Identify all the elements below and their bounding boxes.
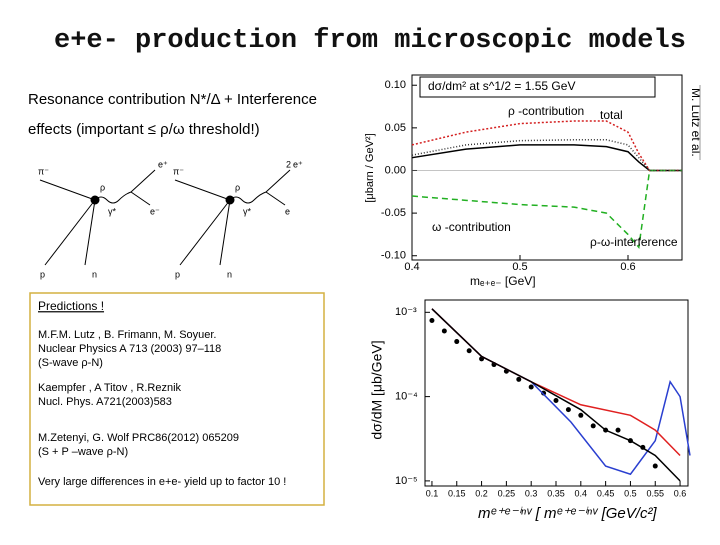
curve — [411, 120, 682, 172]
top-chart-panel — [360, 66, 690, 276]
diagram-label: p — [175, 269, 180, 279]
series-label: total — [600, 108, 623, 122]
curve — [431, 308, 681, 482]
x-tick-label: 0.45 — [597, 488, 615, 498]
reference-line: Kaempfer , A Titov , R.Reznik — [38, 382, 182, 394]
diagram-label: π⁻ — [173, 166, 184, 176]
intro-line: Resonance contribution N*/Δ + Interferen… — [28, 91, 317, 108]
diagram-label: π⁻ — [38, 166, 49, 176]
diagram-label: ρ — [235, 182, 240, 192]
x-tick-label: 0.4 — [404, 261, 419, 273]
data-point — [454, 339, 460, 345]
reference-line: M.Zetenyi, G. Wolf PRC86(2012) 065209 — [38, 432, 239, 444]
predictions-heading: Predictions ! — [38, 299, 104, 313]
diagram-label: e⁻ — [150, 206, 160, 216]
diagram-index: 2 — [286, 159, 291, 169]
reference-line: M.F.M. Lutz , B. Frimann, M. Soyuer. — [38, 329, 217, 341]
y-tick-label: 10⁻⁴ — [395, 391, 418, 403]
citation: M. Lutz et al. — [689, 88, 703, 157]
x-tick-label: 0.35 — [547, 488, 565, 498]
data-point — [553, 397, 559, 403]
data-point — [578, 412, 584, 418]
y-tick-label: 0.10 — [385, 79, 406, 91]
x-tick-label: 0.25 — [498, 488, 516, 498]
plot-frame — [411, 74, 683, 261]
data-point — [466, 348, 472, 354]
series-label: ω -contribution — [432, 220, 511, 234]
data-point — [441, 328, 447, 334]
data-point — [615, 427, 621, 433]
x-tick-label: 0.2 — [475, 488, 488, 498]
data-point — [590, 423, 596, 429]
reference-line: (S + P –wave ρ-N) — [38, 446, 128, 458]
chart-title: dσ/dm² at s^1/2 = 1.55 GeV — [428, 79, 575, 93]
x-tick-label: 0.15 — [448, 488, 466, 498]
data-point — [565, 407, 571, 413]
series-label: ρ-ω-interference — [590, 235, 678, 249]
series-label: ρ -contribution — [508, 104, 584, 118]
y-tick-label: 10⁻³ — [395, 306, 417, 318]
diagram-label: γ* — [243, 206, 252, 216]
diagram-label: n — [92, 269, 97, 279]
diagram-label: ρ — [100, 182, 105, 192]
data-point — [429, 317, 435, 323]
y-tick-label: 0.00 — [385, 164, 406, 176]
data-point — [528, 384, 534, 390]
curve — [411, 139, 682, 172]
diagram-label: p — [40, 269, 45, 279]
reference-line: Very large differences in e+e- yield up … — [38, 476, 286, 488]
data-point — [516, 376, 522, 382]
diagram-label: e⁺ — [158, 159, 168, 169]
reference-line: Nucl. Phys. A721(2003)583 — [38, 396, 172, 408]
intro-line: effects (important ≤ ρ/ω threshold!) — [28, 121, 260, 138]
x-tick-label: 0.4 — [575, 488, 588, 498]
reference-line: (S-wave ρ-N) — [38, 357, 103, 369]
diagram-label: e⁺ — [293, 159, 303, 169]
reference-line: Nuclear Physics A 713 (2003) 97–118 — [38, 343, 221, 355]
feynman-diagrams — [39, 169, 291, 266]
y-tick-label: -0.10 — [381, 250, 406, 262]
diagram-label: e — [285, 206, 290, 216]
data-point — [652, 463, 658, 469]
predictions-box — [29, 292, 325, 506]
x-axis-title: mₑ₊ₑ₋ [GeV] — [470, 274, 536, 288]
data-point — [541, 390, 547, 396]
x-axis-title: mᵉ⁺ᵉ⁻ⁱⁿᵛ [ mᵉ⁺ᵉ⁻ⁱⁿᵛ [GeV/c²] — [478, 505, 657, 522]
curve — [411, 169, 682, 249]
x-tick-label: 0.1 — [426, 488, 439, 498]
x-tick-label: 0.55 — [646, 488, 664, 498]
y-tick-label: 0.05 — [385, 122, 406, 134]
y-tick-label: 10⁻⁵ — [395, 475, 418, 487]
x-tick-label: 0.5 — [624, 488, 637, 498]
slide-title: e+e- production from microscopic models — [54, 26, 686, 56]
x-tick-label: 0.3 — [525, 488, 538, 498]
curve — [411, 144, 682, 172]
legend-box — [419, 76, 656, 98]
x-tick-label: 0.6 — [620, 261, 635, 273]
diagram-label: n — [227, 269, 232, 279]
y-axis-title: dσ/dM [μb/GeV] — [369, 340, 385, 439]
y-tick-label: -0.05 — [381, 207, 406, 219]
diagram-label: γ* — [108, 206, 117, 216]
y-axis-title: [μbarn / GeV²] — [364, 133, 376, 202]
x-tick-label: 0.5 — [512, 261, 527, 273]
x-tick-label: 0.6 — [674, 488, 687, 498]
